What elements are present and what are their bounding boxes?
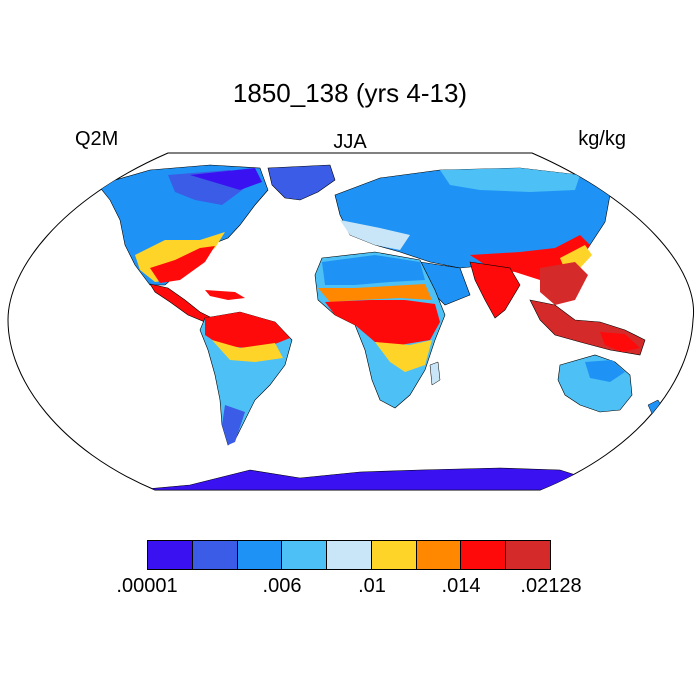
- variable-label: Q2M: [75, 128, 119, 150]
- colorbar-swatch: [148, 541, 193, 569]
- colorbar-tick-label: .02128: [520, 575, 582, 597]
- caribbean: [205, 290, 245, 300]
- madagascar: [429, 361, 441, 386]
- season-label: JJA: [333, 131, 367, 153]
- colorbar-tick-label: .01: [358, 575, 386, 597]
- colorbar-tick-label: .00001: [116, 575, 178, 597]
- map-title: 1850_138 (yrs 4-13): [232, 78, 468, 108]
- colorbar-swatch: [327, 541, 372, 569]
- colorbar-swatch: [416, 541, 462, 569]
- colorbar-tick-label: .006: [262, 575, 302, 597]
- colorbar-swatch: [237, 541, 283, 569]
- units-label: kg/kg: [578, 128, 626, 150]
- colorbar-swatch: [371, 541, 417, 569]
- colorbar-swatch: [461, 541, 507, 569]
- colorbar-tick-label: .014: [441, 575, 481, 597]
- colorbar-swatch: [282, 541, 328, 569]
- colorbar: [147, 540, 551, 570]
- india: [469, 261, 521, 319]
- colorbar-swatch: [506, 541, 551, 569]
- colorbar-swatch: [192, 541, 238, 569]
- greenland: [267, 164, 336, 201]
